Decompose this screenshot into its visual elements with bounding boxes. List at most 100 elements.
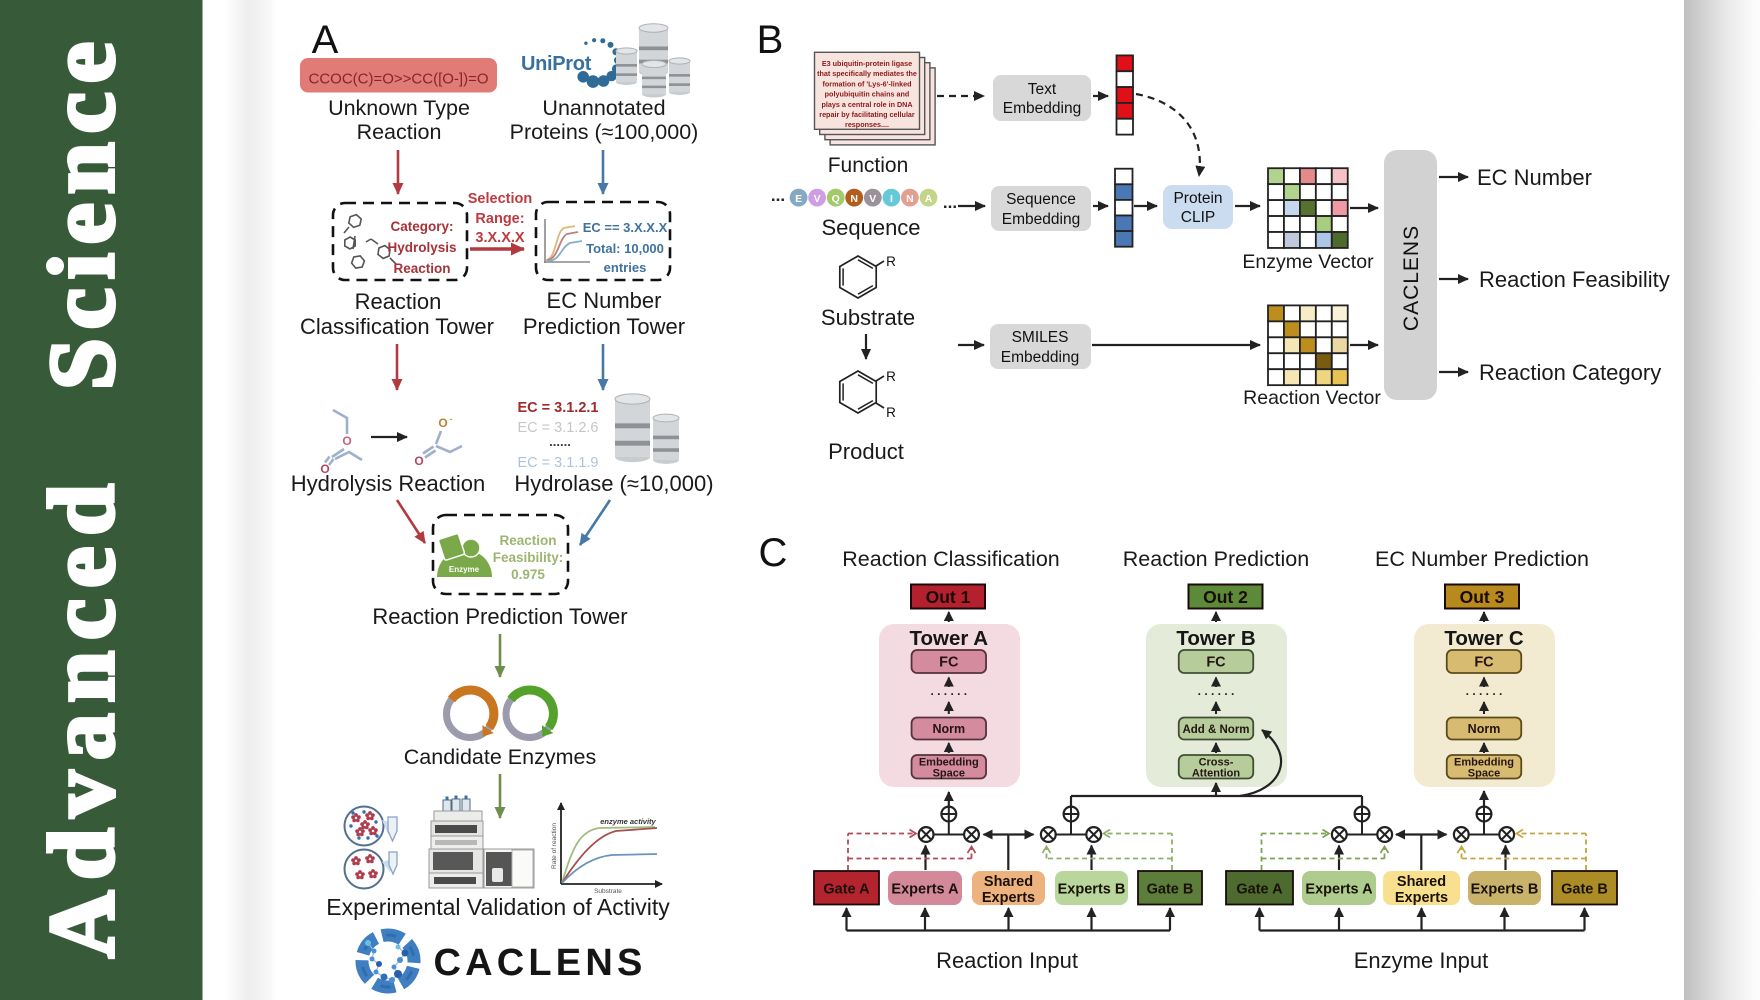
svg-text:Norm: Norm [932, 722, 965, 736]
svg-text:Enzyme Input: Enzyme Input [1354, 948, 1489, 973]
svg-text:repair by facilitating cellula: repair by facilitating cellular [819, 110, 915, 119]
svg-text:Candidate Enzymes: Candidate Enzymes [404, 745, 596, 769]
svg-text:Out 3: Out 3 [1460, 587, 1505, 607]
svg-text:entries: entries [604, 260, 647, 275]
svg-text:Category:: Category: [390, 219, 453, 234]
svg-text:enzyme activity: enzyme activity [600, 817, 656, 826]
svg-text:EC = 3.1.2.1: EC = 3.1.2.1 [517, 400, 598, 416]
svg-text:Norm: Norm [1468, 722, 1501, 736]
svg-text:Reaction: Reaction [393, 261, 450, 276]
svg-text:Classification Tower: Classification Tower [300, 314, 494, 339]
svg-text:Embedding: Embedding [1003, 100, 1081, 117]
svg-text:Product: Product [828, 439, 904, 464]
svg-text:Shared: Shared [1397, 874, 1446, 890]
svg-text:EC Number: EC Number [1477, 165, 1592, 190]
svg-text:Hydrolase (≈10,000): Hydrolase (≈10,000) [514, 471, 713, 496]
svg-text:EC == 3.X.X.X: EC == 3.X.X.X [583, 220, 668, 235]
svg-text:Gate B: Gate B [1561, 882, 1608, 898]
svg-text:Space: Space [933, 768, 965, 780]
svg-text:A: A [312, 18, 339, 62]
svg-text:Reaction Feasibility: Reaction Feasibility [1479, 267, 1670, 292]
svg-text:Experts B: Experts B [1471, 882, 1539, 898]
svg-text:......: ...... [549, 434, 571, 449]
svg-text:Total: 10,000: Total: 10,000 [586, 241, 664, 256]
svg-text:responses....: responses.... [845, 120, 889, 129]
svg-text:Embedding: Embedding [1001, 349, 1079, 366]
svg-text:Enzyme: Enzyme [449, 565, 480, 574]
svg-text:E: E [795, 193, 802, 205]
svg-text:CACLENS: CACLENS [1400, 225, 1423, 331]
svg-text:Sequence: Sequence [1006, 191, 1076, 208]
svg-text:O: O [320, 462, 329, 476]
svg-text:Experts: Experts [982, 890, 1035, 906]
svg-text:R: R [886, 254, 896, 269]
svg-text:Q: Q [832, 193, 840, 205]
svg-text:EC = 3.1.1.9: EC = 3.1.1.9 [517, 455, 598, 471]
svg-text:Attention: Attention [1192, 768, 1241, 780]
svg-text:Rate of reaction: Rate of reaction [551, 823, 558, 869]
svg-text:Embedding: Embedding [919, 757, 979, 769]
svg-text:Reaction Classification: Reaction Classification [842, 547, 1060, 571]
svg-text:Shared: Shared [984, 874, 1033, 890]
svg-text:-: - [450, 414, 453, 424]
svg-text:C: C [759, 531, 788, 575]
svg-text:Embedding: Embedding [1454, 757, 1514, 769]
svg-text:Unannotated: Unannotated [542, 96, 665, 120]
svg-text:Reaction: Reaction [499, 533, 556, 548]
svg-text:Reaction Input: Reaction Input [936, 948, 1078, 973]
svg-text:Tower C: Tower C [1444, 627, 1524, 650]
svg-text:Prediction Tower: Prediction Tower [523, 314, 685, 339]
svg-text:Sequence: Sequence [821, 215, 920, 240]
svg-text:Feasibility:: Feasibility: [493, 550, 564, 565]
svg-text:CCOC(C)=O>>CC([O-])=O: CCOC(C)=O>>CC([O-])=O [308, 71, 488, 88]
svg-text:Unknown Type: Unknown Type [328, 96, 470, 120]
svg-text:R: R [886, 405, 896, 420]
svg-text:O: O [438, 416, 447, 430]
svg-text:N: N [850, 193, 858, 205]
svg-text:EC Number: EC Number [547, 288, 662, 313]
svg-text:UniProt: UniProt [521, 53, 592, 75]
svg-text:Reaction Prediction: Reaction Prediction [1123, 547, 1309, 571]
svg-text:Out 1: Out 1 [926, 587, 971, 607]
svg-text:V: V [814, 193, 821, 205]
svg-text:0.975: 0.975 [511, 567, 545, 582]
svg-text:I: I [890, 193, 893, 205]
svg-text:Embedding: Embedding [1002, 211, 1080, 228]
svg-text:. . . . . .: . . . . . . [930, 684, 967, 698]
svg-text:EC = 3.1.2.6: EC = 3.1.2.6 [517, 420, 598, 436]
svg-text:CACLENS: CACLENS [433, 942, 646, 984]
svg-text:Reaction: Reaction [355, 289, 442, 314]
svg-text:Gate A: Gate A [1236, 882, 1283, 898]
svg-text:Space: Space [1468, 768, 1500, 780]
svg-text:E3 ubiquitin-protein ligase: E3 ubiquitin-protein ligase [822, 59, 912, 68]
svg-text:B: B [757, 18, 784, 62]
svg-text:Add & Norm: Add & Norm [1182, 724, 1249, 736]
svg-text:Tower A: Tower A [910, 627, 989, 650]
svg-text:Reaction Category: Reaction Category [1479, 360, 1661, 385]
svg-text:polyubiquitin chains and: polyubiquitin chains and [825, 90, 910, 99]
svg-text:EC Number Prediction: EC Number Prediction [1375, 547, 1589, 571]
svg-text:...: ... [943, 193, 957, 212]
svg-text:Protein: Protein [1173, 190, 1222, 207]
svg-text:N: N [906, 193, 914, 205]
svg-text:that specifically mediates the: that specifically mediates the [817, 69, 917, 78]
svg-text:Proteins (≈100,000): Proteins (≈100,000) [510, 120, 699, 144]
svg-text:Hydrolysis: Hydrolysis [387, 240, 456, 255]
svg-text:...: ... [771, 186, 785, 205]
svg-text:SMILES: SMILES [1012, 329, 1069, 346]
svg-text:Enzyme Vector: Enzyme Vector [1242, 251, 1374, 273]
svg-text:Substrate: Substrate [594, 888, 622, 895]
svg-text:Experts: Experts [1395, 890, 1448, 906]
svg-text:Reaction Vector: Reaction Vector [1243, 387, 1381, 409]
svg-text:Substrate: Substrate [821, 305, 915, 330]
svg-text:. . . . . .: . . . . . . [1466, 684, 1503, 698]
svg-text:Function: Function [828, 154, 909, 177]
svg-text:R: R [886, 369, 896, 384]
svg-text:Gate A: Gate A [823, 882, 870, 898]
svg-text:Experts A: Experts A [1305, 882, 1373, 898]
svg-text:Reaction: Reaction [357, 120, 442, 144]
svg-text:Hydrolysis Reaction: Hydrolysis Reaction [291, 471, 485, 496]
svg-text:Tower B: Tower B [1176, 627, 1255, 650]
svg-text:plays a central role in DNA: plays a central role in DNA [821, 100, 912, 109]
svg-text:Out 2: Out 2 [1203, 587, 1248, 607]
